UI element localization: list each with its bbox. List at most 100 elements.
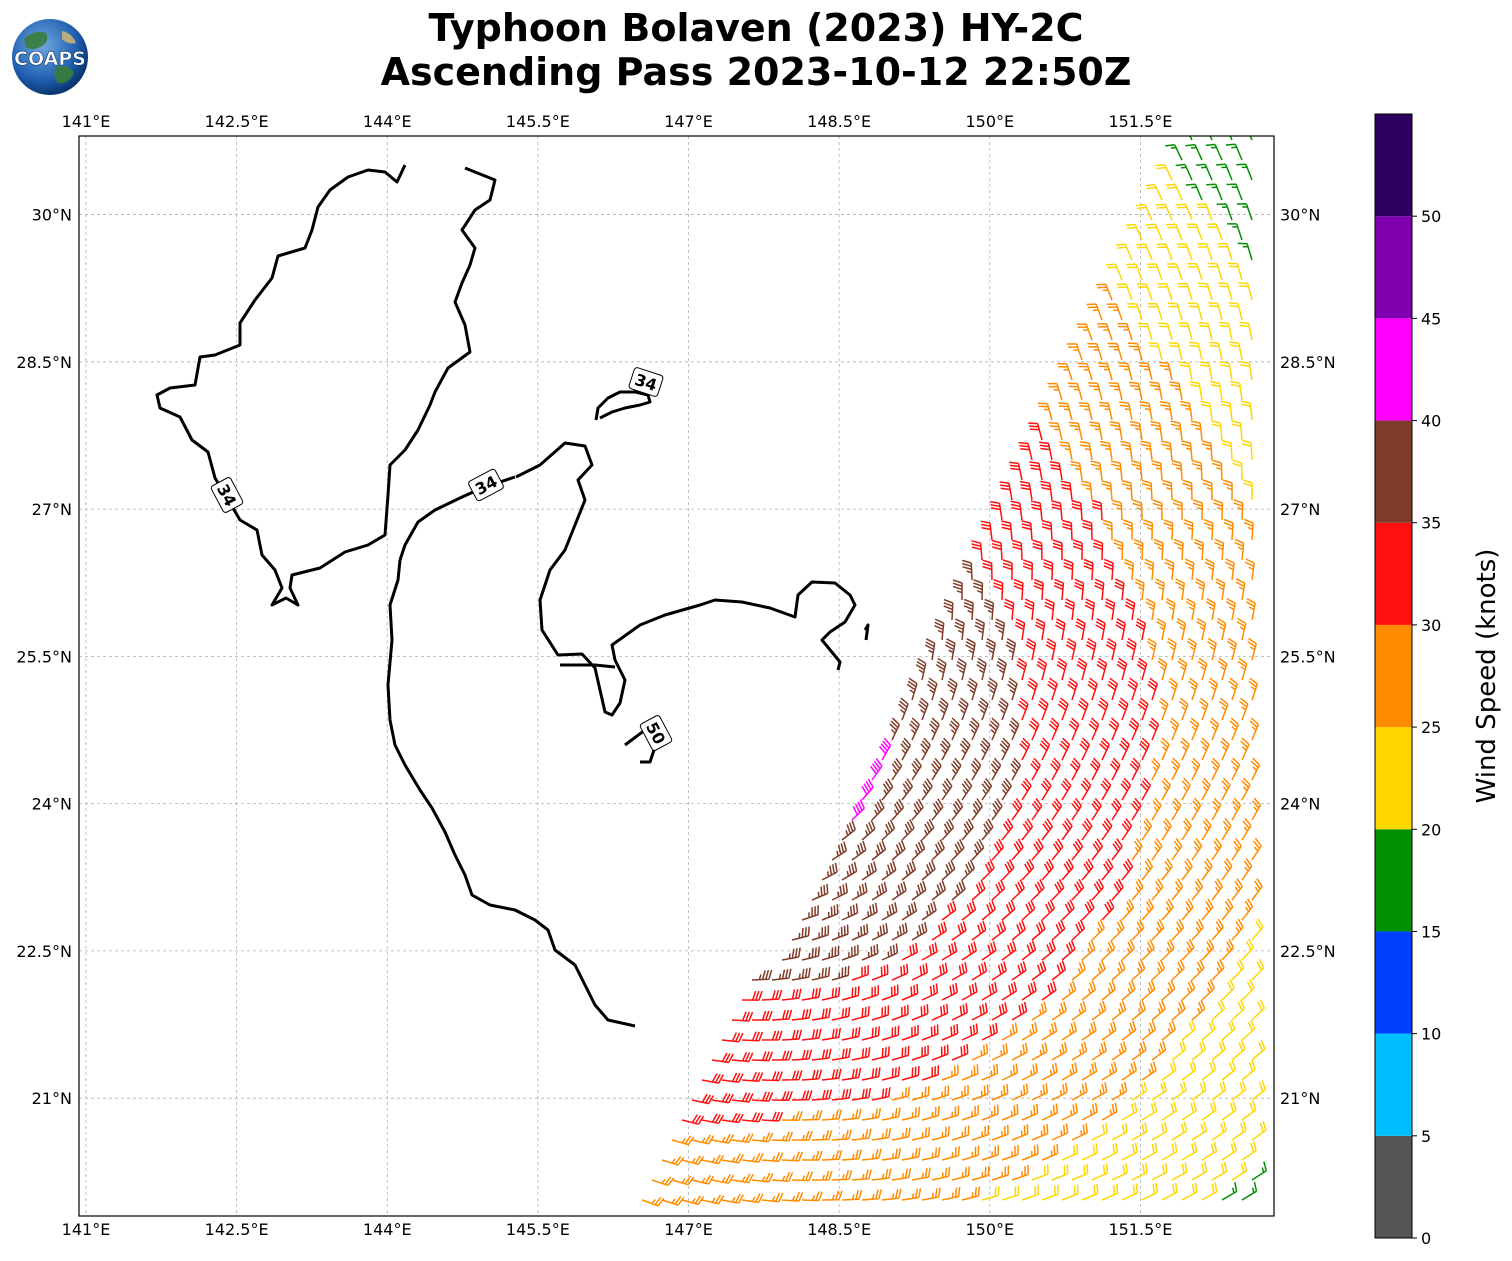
wind-barb [991,838,1005,861]
wind-barb [841,1027,861,1041]
wind-barb [1051,919,1066,941]
wind-barb [821,986,841,1001]
wind-barb [1238,282,1253,301]
wind-barb [1041,858,1055,881]
wind-barb [1236,617,1247,641]
wind-barb [1089,757,1101,781]
wind-barb [1181,440,1193,461]
wind-barb [983,598,995,621]
wind-barb [1212,459,1223,481]
wind-barb [761,1152,784,1163]
wind-barb [911,921,928,941]
wind-barb [1097,323,1113,341]
wind-barb [771,968,792,981]
lon-tick-bottom: 142.5°E [205,1220,269,1239]
lat-tick-left: 25.5°N [16,647,72,666]
wind-barb [1216,163,1233,181]
wind-barb [1159,400,1173,421]
lat-tick-right: 25.5°N [1280,647,1336,666]
wind-barb [1076,657,1088,681]
wind-barb [1041,1103,1059,1121]
wind-barb [1181,1020,1196,1041]
wind-barb [1099,737,1110,761]
wind-barb [1161,817,1172,841]
wind-barb [831,841,848,861]
wind-barb [1189,717,1200,741]
wind-barb [1134,578,1145,601]
wind-barb [1201,1020,1216,1041]
wind-barb [1131,1122,1148,1141]
wind-barb [1221,858,1233,881]
wind-barb [1043,558,1054,581]
wind-barb [901,860,917,881]
wind-barb [996,657,1007,681]
wind-barb [851,840,867,861]
colorbar-bin [1375,318,1412,421]
wind-barb [881,1066,901,1081]
wind-barb [1127,303,1143,321]
wind-barb [1181,939,1195,961]
wind-barb [921,818,935,841]
lat-tick-right: 24°N [1280,795,1320,814]
wind-barb [1121,1142,1138,1161]
wind-barb [1091,499,1103,521]
wind-barb [1068,717,1080,741]
wind-barb [1061,1143,1079,1161]
wind-barb [1101,818,1113,841]
wind-barb [851,1128,872,1141]
wind-barb [1111,1081,1128,1101]
wind-barb [981,859,995,881]
wind-barb [1240,400,1253,421]
wind-barb [928,717,940,741]
wind-barb [1186,637,1197,661]
wind-barb [1185,143,1203,161]
wind-radius-contour [863,623,870,641]
wind-barb [751,1172,774,1183]
wind-barb [1161,858,1173,881]
wind-barb [961,1023,979,1041]
wind-barb [1087,342,1103,361]
wind-barb [1082,519,1093,541]
wind-barb [831,882,849,901]
wind-barb [1190,420,1203,441]
wind-barb [1179,361,1193,381]
wind-barb [851,799,865,821]
wind-barb [881,1107,901,1121]
wind-barb [1025,637,1037,661]
wind-barb [1048,717,1060,741]
wind-barb [987,677,998,701]
wind-barb [931,921,948,941]
wind-barb [971,1043,989,1061]
wind-barb [1071,878,1085,901]
wind-barb [891,1086,911,1101]
wind-barb [1115,617,1126,641]
wind-barb [1075,618,1086,641]
wind-barb [1001,940,1017,961]
wind-barb [1196,617,1207,641]
wind-barb [871,923,889,941]
wind-barb [1077,362,1093,381]
colorbar-bin [1375,216,1412,319]
wind-barb [1021,858,1035,881]
wind-barb [1251,837,1262,861]
wind-barb [1116,657,1128,681]
wind-barb [1152,499,1163,521]
lon-tick-bottom: 148.5°E [807,1220,871,1239]
wind-barb [1151,460,1163,481]
wind-barb [1228,677,1239,701]
wind-barb [781,1029,803,1041]
wind-barb [801,1069,823,1081]
wind-barb [1001,777,1012,801]
wind-barb [1077,697,1089,721]
wind-barb [1221,439,1233,461]
wind-barb [1047,677,1058,701]
wind-barb [1222,479,1233,500]
wind-barb [961,1186,981,1201]
wind-barb [1081,899,1095,921]
wind-barb [1031,1083,1049,1101]
wind-barb [1091,1000,1107,1021]
wind-barb [1011,920,1026,941]
wind-barb [988,717,1000,741]
wind-barb [901,901,918,921]
lon-tick-top: 144°E [363,112,412,131]
